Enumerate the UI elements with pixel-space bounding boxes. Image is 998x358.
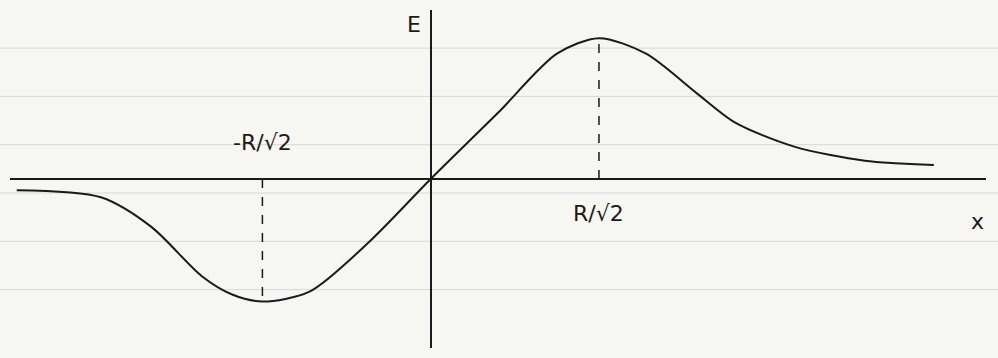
svg-text:R/√2: R/√2 bbox=[573, 201, 624, 226]
svg-text:-R/√2: -R/√2 bbox=[233, 130, 292, 155]
svg-text:x: x bbox=[971, 209, 984, 234]
svg-text:E: E bbox=[407, 12, 421, 37]
